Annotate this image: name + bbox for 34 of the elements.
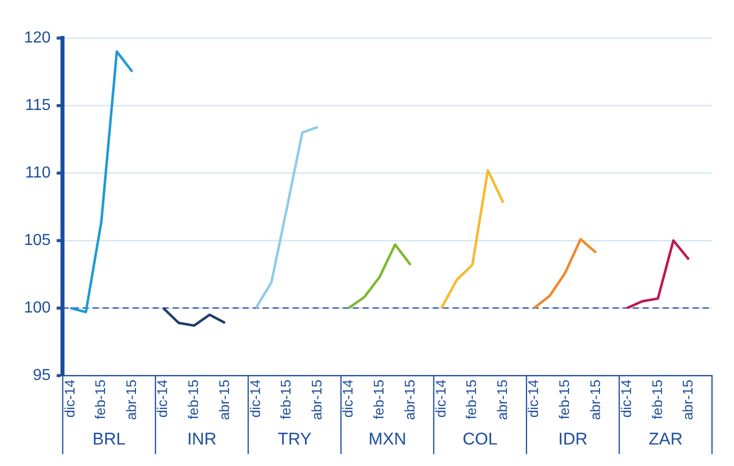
text: COL xyxy=(462,430,498,449)
x-tick-label: feb-15 xyxy=(370,379,386,420)
x-tick-label: abr-15 xyxy=(586,379,603,420)
x-tick-label: dic-14 xyxy=(154,379,170,418)
y-tick-label: 115 xyxy=(25,96,51,114)
x-tick-label: feb-15 xyxy=(184,379,201,420)
x-tick-label: feb-15 xyxy=(648,379,665,420)
x-tick-label: dic-14 xyxy=(618,379,634,418)
text: MXN xyxy=(368,430,406,449)
text: INR xyxy=(187,430,216,449)
y-tick-label: 110 xyxy=(25,164,51,182)
y-tick-label: 105 xyxy=(24,232,51,249)
x-tick-label: feb-15 xyxy=(463,379,480,420)
x-tick-label: feb-15 xyxy=(278,379,294,420)
x-tick-label: abr-15 xyxy=(401,379,418,420)
x-tick-label: dic-14 xyxy=(340,379,356,418)
x-tick-label: feb-15 xyxy=(92,379,108,420)
text: TRY xyxy=(278,430,312,449)
x-tick-label: abr-15 xyxy=(494,379,510,420)
x-tick-label: abr-15 xyxy=(216,379,232,420)
x-tick-label: dic-14 xyxy=(432,379,448,418)
x-tick-label: dic-14 xyxy=(525,379,542,418)
x-tick-label: abr-15 xyxy=(123,379,140,420)
text: BRL xyxy=(92,430,126,449)
y-tick-label: 95 xyxy=(32,366,51,384)
x-tick-label: dic-14 xyxy=(246,379,263,418)
x-tick-label: feb-15 xyxy=(556,379,572,420)
x-tick-label: abr-15 xyxy=(308,379,325,420)
y-tick-label: 120 xyxy=(24,29,51,46)
x-tick-label: abr-15 xyxy=(680,379,696,420)
y-tick-label: 100 xyxy=(24,299,51,316)
x-tick-label: dic-14 xyxy=(61,379,78,418)
text: ZAR xyxy=(648,430,683,449)
text: IDR xyxy=(558,430,588,449)
